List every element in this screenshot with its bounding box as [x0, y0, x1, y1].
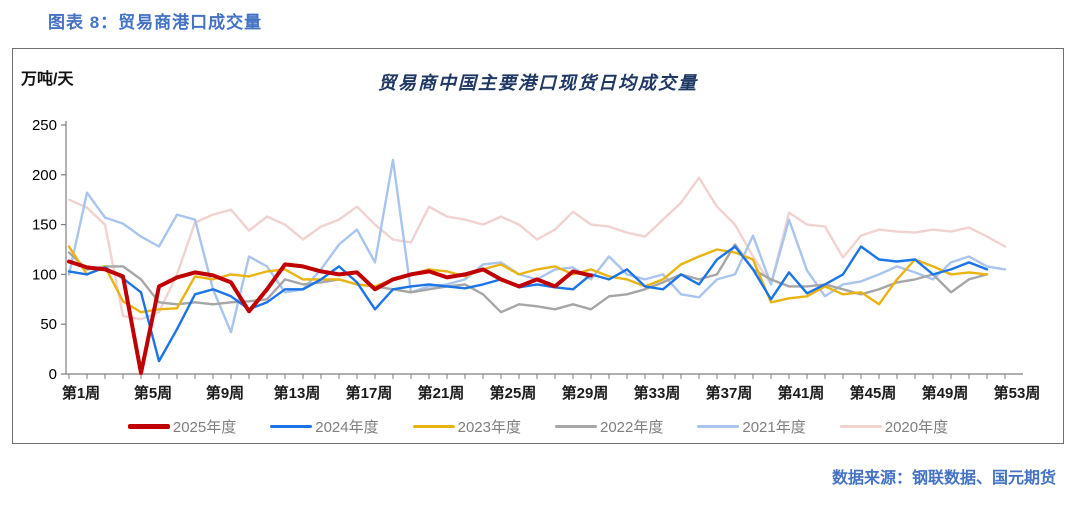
- x-tick-label: 第9周: [206, 384, 244, 402]
- legend-label: 2024年度: [315, 419, 379, 436]
- series-line-2020年度: [67, 176, 1007, 321]
- volume-line-chart: 0 50 100 150 200 250 第1周 第5周 第9周 第13周 第17周 第21周 第25周…: [32, 117, 1041, 402]
- y-tick-label: 50: [40, 316, 57, 333]
- x-tick-label: 第33周: [634, 384, 681, 402]
- x-tick-label: 第53周: [994, 384, 1041, 402]
- x-tick-label: 第21周: [418, 384, 465, 402]
- series-line-2023年度: [67, 245, 989, 314]
- legend-swatch: [270, 425, 313, 428]
- x-tick-label: 第37周: [706, 384, 753, 402]
- x-tick-label: 第5周: [134, 384, 172, 402]
- chart-legend: 2025年度 2024年度 2023年度 2022年度 2021年度 2020年度: [13, 416, 1063, 437]
- legend-label: 2021年度: [742, 419, 806, 436]
- data-source-note: 数据来源：钢联数据、国元期货: [831, 470, 1056, 487]
- legend-label: 2022年度: [600, 419, 664, 436]
- legend-item-2023年度: 2023年度: [412, 416, 521, 437]
- series-line-2025年度: [67, 259, 593, 375]
- x-tick-label: 第45周: [850, 384, 897, 402]
- x-tick-label: 第13周: [274, 384, 321, 402]
- chart-frame: 0 50 100 150 200 250 第1周 第5周 第9周 第13周 第17周 第21周 第25周…: [12, 48, 1064, 444]
- legend-item-2024年度: 2024年度: [270, 416, 379, 437]
- legend-swatch: [555, 425, 597, 428]
- legend-item-2022年度: 2022年度: [555, 416, 663, 437]
- legend-item-2020年度: 2020年度: [839, 416, 949, 437]
- legend-item-2021年度: 2021年度: [697, 416, 806, 437]
- legend-label: 2020年度: [884, 419, 949, 436]
- x-tick-label: 第1周: [62, 384, 100, 402]
- series-line-2022年度: [67, 243, 989, 314]
- y-tick-label: 100: [32, 266, 57, 283]
- y-tick-label: 250: [32, 117, 57, 134]
- legend-swatch: [412, 425, 455, 428]
- chart-title: 贸易商中国主要港口现货日均成交量: [378, 73, 698, 93]
- y-tick-label: 150: [32, 217, 57, 234]
- legend-swatch: [839, 425, 882, 428]
- legend-swatch: [697, 425, 740, 428]
- figure-label: 图表 8：贸易商港口成交量: [48, 13, 263, 32]
- x-tick-label: 第25周: [490, 384, 537, 402]
- legend-label: 2025年度: [172, 419, 237, 436]
- x-tick-label: 第17周: [346, 384, 393, 402]
- legend-item-2025年度: 2025年度: [127, 416, 237, 437]
- legend-swatch: [127, 424, 170, 429]
- x-tick-label: 第49周: [922, 384, 969, 402]
- y-axis-unit-label: 万吨/天: [21, 71, 74, 88]
- y-tick-label: 0: [49, 366, 57, 383]
- y-tick-label: 200: [32, 167, 57, 184]
- x-tick-label: 第41周: [778, 384, 825, 402]
- series-line-2024年度: [67, 245, 989, 363]
- x-tick-label: 第29周: [562, 384, 609, 402]
- legend-label: 2023年度: [457, 419, 521, 436]
